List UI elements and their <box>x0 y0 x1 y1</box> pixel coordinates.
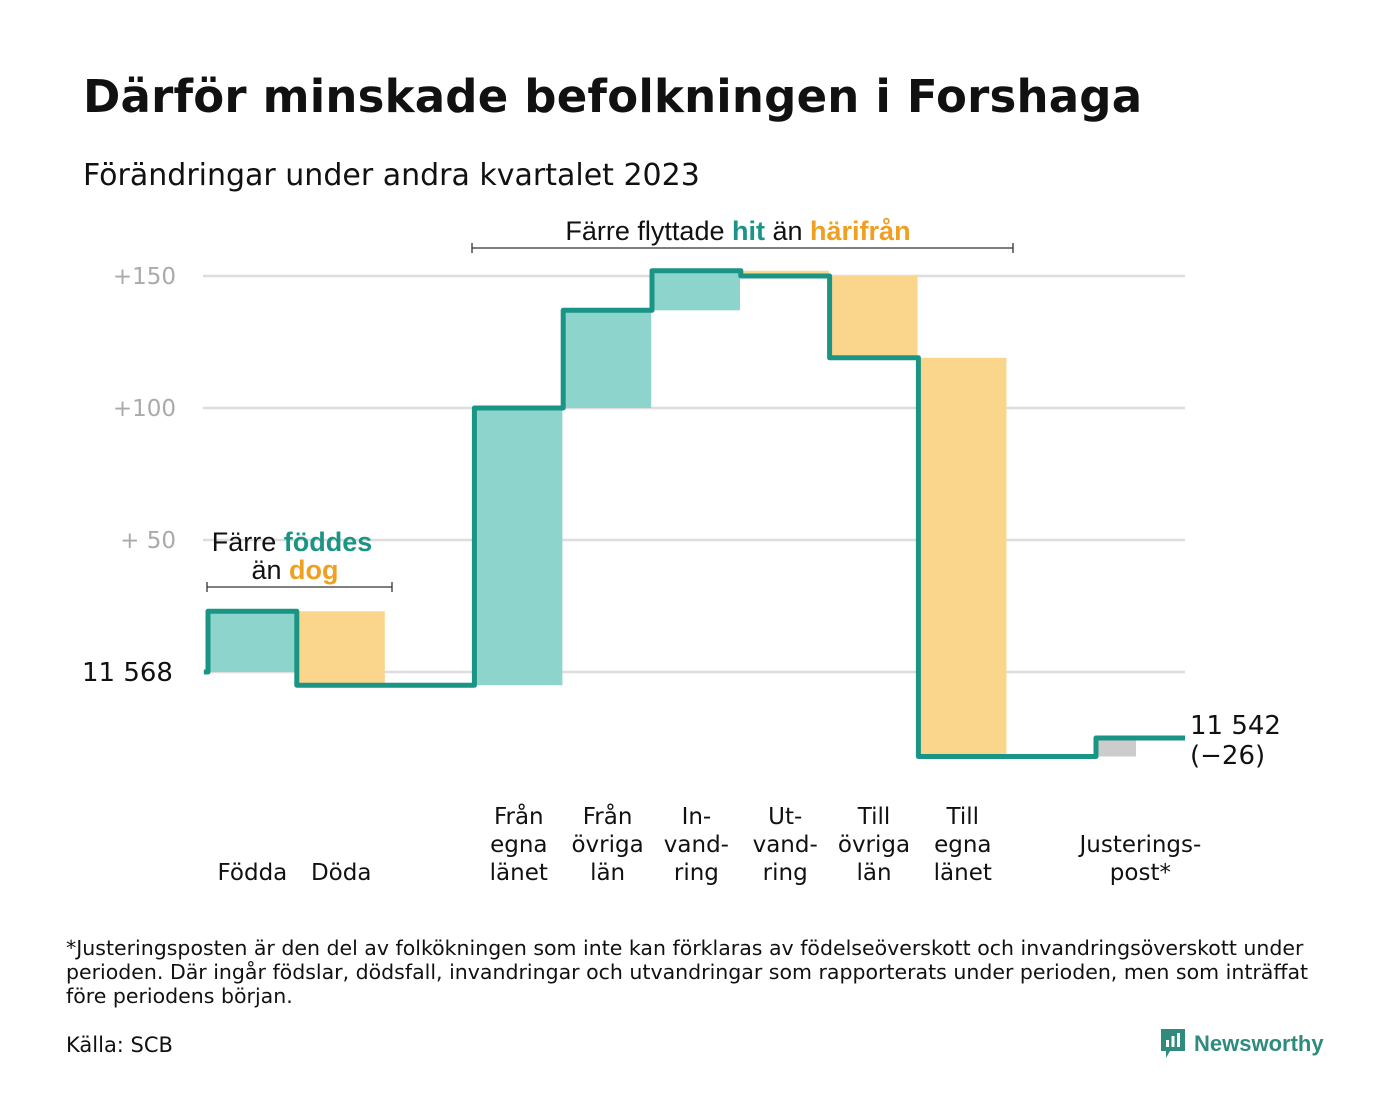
chart-subtitle: Förändringar under andra kvartalet 2023 <box>83 158 700 193</box>
category-label: Från <box>583 802 633 830</box>
moves-annotation: Färre flyttade hit än härifrån <box>565 216 910 246</box>
end-value-label: 11 542 <box>1190 711 1281 741</box>
category-label: post* <box>1110 860 1171 886</box>
category-label: Döda <box>311 860 371 886</box>
source-text: Källa: SCB <box>66 1033 173 1057</box>
births-bracket <box>206 582 393 592</box>
footnote: *Justeringsposten är den del av folkökni… <box>66 936 1309 1008</box>
category-label: övriga <box>838 832 910 858</box>
category-label: övriga <box>571 832 643 858</box>
y-tick-label: + 50 <box>120 528 176 554</box>
waterfall-bar <box>1096 738 1136 757</box>
births-annotation-line2: än dog <box>251 555 338 585</box>
newsworthy-logo: Newsworthy <box>1160 1028 1324 1060</box>
category-label: egna <box>490 832 547 858</box>
waterfall-bar <box>208 611 296 672</box>
category-label: ring <box>763 860 808 886</box>
newsworthy-logo-text: Newsworthy <box>1194 1031 1324 1056</box>
newsworthy-logo-icon <box>1161 1029 1185 1058</box>
moves-bracket <box>471 243 1014 253</box>
category-label: Födda <box>218 860 288 886</box>
waterfall-bar <box>296 611 385 686</box>
waterfall-bar <box>918 357 1007 757</box>
category-label: In- <box>682 804 712 830</box>
cumulative-step-line <box>204 268 1188 759</box>
category-label: Justerings- <box>1077 832 1201 858</box>
category-label: ring <box>674 860 719 886</box>
y-tick-label: +150 <box>113 264 176 290</box>
category-label: Ut- <box>768 804 802 830</box>
category-label: län <box>856 860 891 886</box>
waterfall-bar <box>740 270 829 276</box>
waterfall-bar <box>474 408 563 686</box>
waterfall-bar <box>652 270 740 311</box>
category-label: vand- <box>753 832 818 858</box>
start-value-label: 11 568 <box>82 658 173 688</box>
category-label: Till <box>857 804 891 830</box>
births-annotation-line1: Färre föddes <box>212 527 373 557</box>
category-label: vand- <box>664 832 729 858</box>
end-change-label: (−26) <box>1190 741 1265 771</box>
category-label: Från <box>494 802 544 830</box>
category-label: länet <box>934 860 992 886</box>
y-tick-label: +100 <box>113 396 176 422</box>
category-label: länet <box>490 860 548 886</box>
category-label: egna <box>934 832 991 858</box>
category-label: Till <box>946 804 980 830</box>
waterfall-bar <box>563 310 652 408</box>
waterfall-bar <box>829 276 918 358</box>
category-label: län <box>590 860 625 886</box>
chart-title: Därför minskade befolkningen i Forshaga <box>83 70 1143 123</box>
